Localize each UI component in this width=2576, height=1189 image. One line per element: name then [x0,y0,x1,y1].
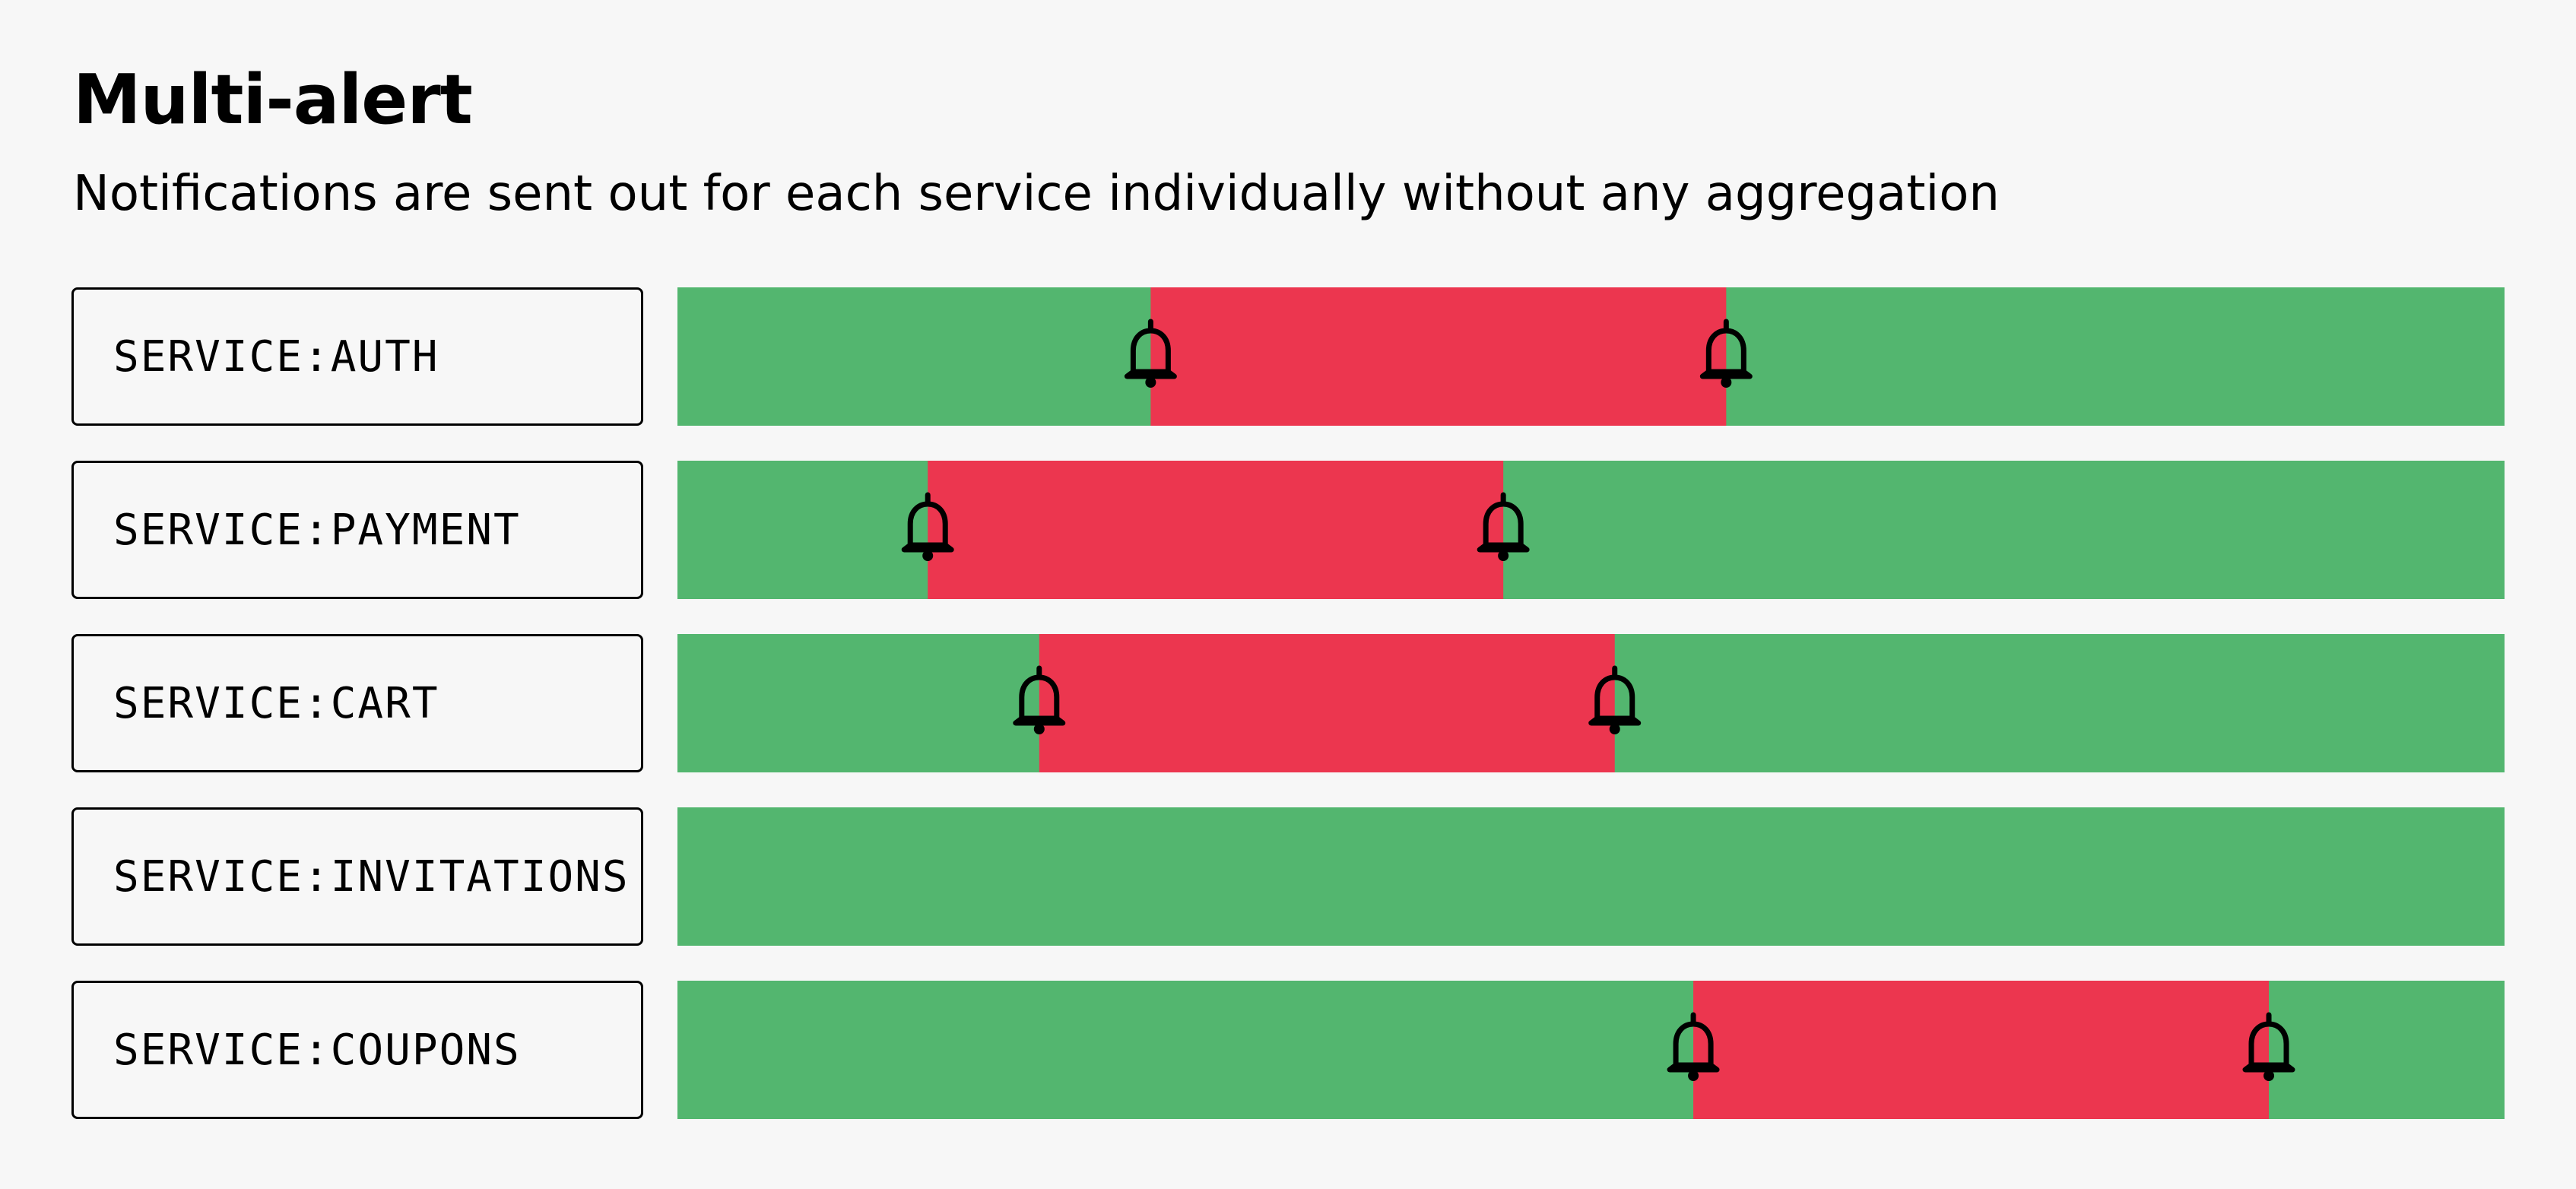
service-label: SERVICE:COUPONS [113,1025,521,1075]
service-timeline [677,981,2505,1119]
service-row-auth: SERVICE:AUTH [71,287,2505,426]
timeline-bar [677,461,2505,599]
service-timeline [677,807,2505,946]
service-timeline [677,634,2505,772]
bell-icon [1699,319,1753,388]
service-row-cart: SERVICE:CART [71,634,2505,772]
timeline-bar [677,287,2505,426]
bell-icon [1477,492,1530,561]
service-row-payment: SERVICE:PAYMENT [71,461,2505,599]
service-label-box: SERVICE:INVITATIONS [71,807,643,946]
timeline-bar [677,634,2505,772]
healthy-segment [677,807,2505,946]
bell-icon [1588,665,1642,734]
service-row-invitations: SERVICE:INVITATIONS [71,807,2505,946]
page-title: Multi-alert [73,60,473,140]
incident-segment [1039,634,1615,772]
timeline-bar [677,807,2505,946]
service-timeline [677,287,2505,426]
service-label: SERVICE:INVITATIONS [113,851,630,902]
bell-icon [1667,1012,1720,1081]
bell-icon [1013,665,1066,734]
incident-segment [1150,287,1727,426]
service-label-box: SERVICE:COUPONS [71,981,643,1119]
incident-segment [928,461,1504,599]
bell-icon [2242,1012,2295,1081]
service-label: SERVICE:PAYMENT [113,505,521,555]
service-label-box: SERVICE:AUTH [71,287,643,426]
service-timeline [677,461,2505,599]
incident-segment [1693,981,2270,1119]
service-label: SERVICE:AUTH [113,331,439,382]
service-label: SERVICE:CART [113,678,439,728]
service-row-coupons: SERVICE:COUPONS [71,981,2505,1119]
timeline-bar [677,981,2505,1119]
service-label-box: SERVICE:CART [71,634,643,772]
bell-icon [901,492,954,561]
bell-icon [1124,319,1177,388]
service-label-box: SERVICE:PAYMENT [71,461,643,599]
page-subtitle: Notifications are sent out for each serv… [73,166,2000,222]
